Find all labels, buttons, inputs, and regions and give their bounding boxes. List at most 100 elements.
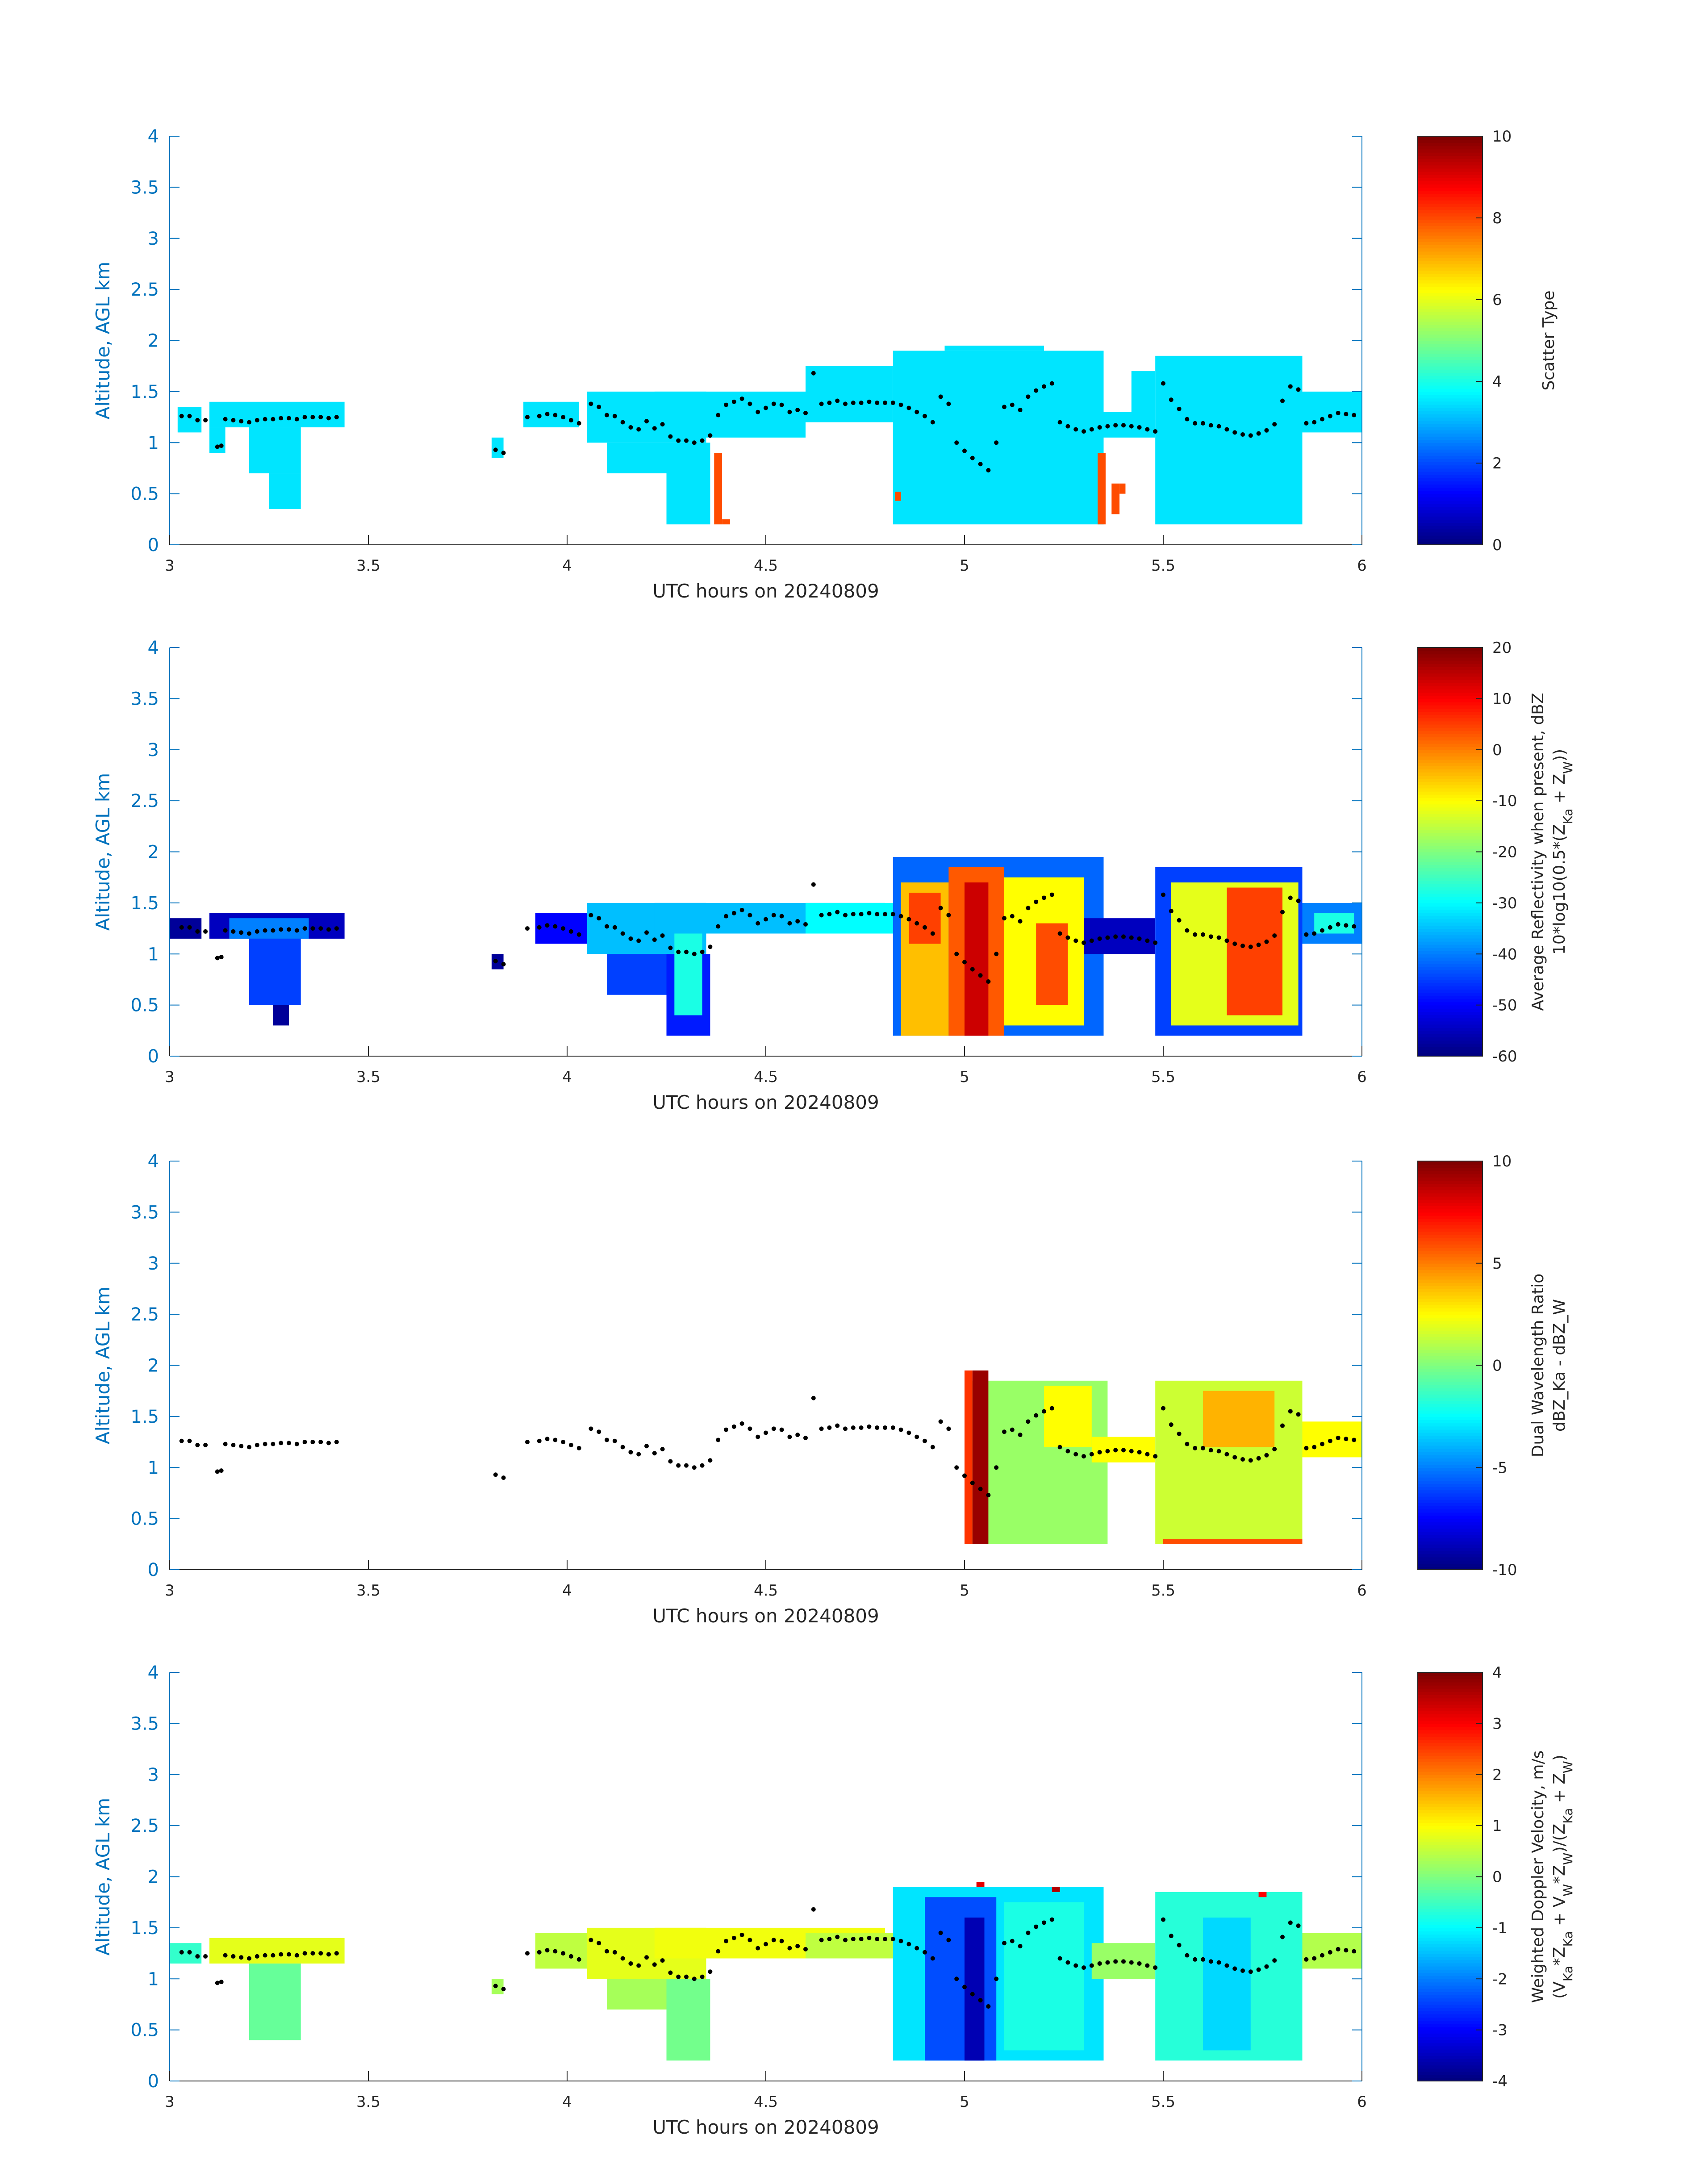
colorbar-swatch: [1418, 1464, 1482, 1468]
cloud-base-point: [326, 927, 331, 932]
y-tick-label: 3: [148, 740, 159, 760]
cloud-base-point: [811, 371, 816, 376]
colorbar-swatch: [1418, 165, 1482, 169]
colorbar-swatch: [1418, 1886, 1482, 1890]
cloud-base-point: [692, 952, 697, 957]
colorbar-swatch: [1418, 213, 1482, 217]
colorbar-swatch: [1418, 455, 1482, 459]
cloud-base-point: [636, 1963, 641, 1968]
y-tick-label: 1.5: [130, 1407, 159, 1427]
colorbar-swatch: [1418, 283, 1482, 287]
cloud-base-point: [898, 402, 903, 407]
colorbar-swatch: [1418, 433, 1482, 437]
cloud-base-point: [1129, 1449, 1134, 1454]
y-tick-label: 0.5: [130, 1509, 159, 1529]
colorbar-swatch: [1418, 883, 1482, 888]
cloud-base-point: [294, 417, 299, 422]
x-tick-label: 3: [165, 1068, 175, 1086]
colorbar-swatch: [1418, 1426, 1482, 1430]
cloud-base-point: [553, 924, 558, 929]
colorbar-swatch: [1418, 1838, 1482, 1842]
cloud-base-point: [1193, 932, 1198, 937]
colorbar-swatch: [1418, 324, 1482, 328]
cloud-base-point: [930, 931, 935, 936]
heatmap-cell: [806, 1933, 893, 1959]
cloud-base-point: [819, 1426, 824, 1431]
cloud-base-point: [962, 1985, 967, 1989]
y-tick-label: 1: [148, 1969, 159, 1989]
y-tick-label: 4: [148, 126, 159, 147]
cloud-base-point: [1145, 938, 1150, 943]
colorbar-swatch: [1418, 1471, 1482, 1475]
cloud-base-point: [247, 931, 251, 936]
cloud-base-point: [568, 1954, 573, 1959]
cloud-base-point: [179, 925, 184, 930]
colorbar-swatch: [1418, 1704, 1482, 1708]
colorbar-swatch: [1418, 446, 1482, 450]
cloud-base-point: [1057, 1445, 1062, 1450]
cloud-base-point: [239, 419, 244, 424]
cloud-base-point: [1224, 1963, 1229, 1968]
cloud-base-point: [859, 912, 864, 917]
cloud-base-point: [255, 1954, 259, 1959]
colorbar-swatch: [1418, 1538, 1482, 1542]
cloud-base-point: [1336, 1947, 1341, 1951]
cloud-base-point: [1256, 942, 1261, 947]
cloud-base-point: [1336, 922, 1341, 927]
colorbar-swatch: [1418, 1467, 1482, 1471]
colorbar-label: Weighted Doppler Velocity, m/s: [1529, 1751, 1547, 2003]
colorbar-swatch: [1418, 829, 1482, 833]
cloud-base-point: [851, 1425, 856, 1430]
colorbar-swatch: [1418, 1515, 1482, 1519]
colorbar-swatch: [1418, 439, 1482, 443]
colorbar-swatch: [1418, 1387, 1482, 1391]
colorbar-swatch: [1418, 1857, 1482, 1861]
colorbar-swatch: [1418, 1330, 1482, 1334]
colorbar-swatch: [1418, 519, 1482, 523]
y-tick-label: 4: [148, 1151, 159, 1172]
cloud-base-point: [1248, 1458, 1253, 1463]
cloud-base-point: [890, 1425, 895, 1430]
cloud-base-point: [1185, 1953, 1190, 1958]
colorbar-swatch: [1418, 1969, 1482, 1973]
colorbar-swatch: [1418, 200, 1482, 204]
y-tick-label: 0.5: [130, 2020, 159, 2041]
colorbar-swatch: [1418, 865, 1482, 869]
colorbar-swatch: [1418, 1288, 1482, 1293]
colorbar-swatch: [1418, 1682, 1482, 1686]
cloud-base-point: [1264, 1964, 1269, 1969]
cloud-base-point: [986, 1493, 991, 1498]
colorbar-swatch: [1418, 1506, 1482, 1510]
cloud-base-point: [612, 414, 617, 418]
heatmap-cell: [965, 1370, 973, 1544]
cloud-base-point: [1320, 928, 1324, 933]
cloud-base-point: [787, 409, 792, 414]
colorbar-swatch: [1418, 136, 1482, 140]
colorbar-swatch: [1418, 1544, 1482, 1548]
cloud-base-point: [279, 1952, 284, 1957]
colorbar-swatch: [1418, 1994, 1482, 1999]
cloud-base-point: [875, 1425, 880, 1430]
y-tick-label: 2.5: [130, 1816, 159, 1836]
heatmap-cell: [209, 401, 345, 427]
cloud-base-point: [954, 1465, 959, 1470]
colorbar-swatch: [1418, 1384, 1482, 1388]
cloud-base-point: [660, 1447, 665, 1452]
y-tick-label: 2: [148, 331, 159, 351]
cloud-base-point: [203, 929, 208, 934]
cloud-base-point: [660, 1958, 665, 1963]
colorbar-swatch: [1418, 794, 1482, 798]
colorbar: 0 2 4 6 8 10 Scatter Type: [1417, 128, 1558, 554]
colorbar-swatch: [1418, 992, 1482, 996]
cloud-base-point: [803, 922, 808, 927]
colorbar-swatch: [1418, 756, 1482, 760]
y-tick-label: 1.5: [130, 382, 159, 402]
colorbar-swatch: [1418, 468, 1482, 472]
cloud-base-point: [898, 1427, 903, 1432]
cloud-base-point: [1026, 1419, 1031, 1424]
colorbar-swatch: [1418, 1423, 1482, 1427]
colorbar-swatch: [1418, 1979, 1482, 1983]
colorbar-swatch: [1418, 1228, 1482, 1232]
colorbar-swatch: [1418, 2017, 1482, 2021]
